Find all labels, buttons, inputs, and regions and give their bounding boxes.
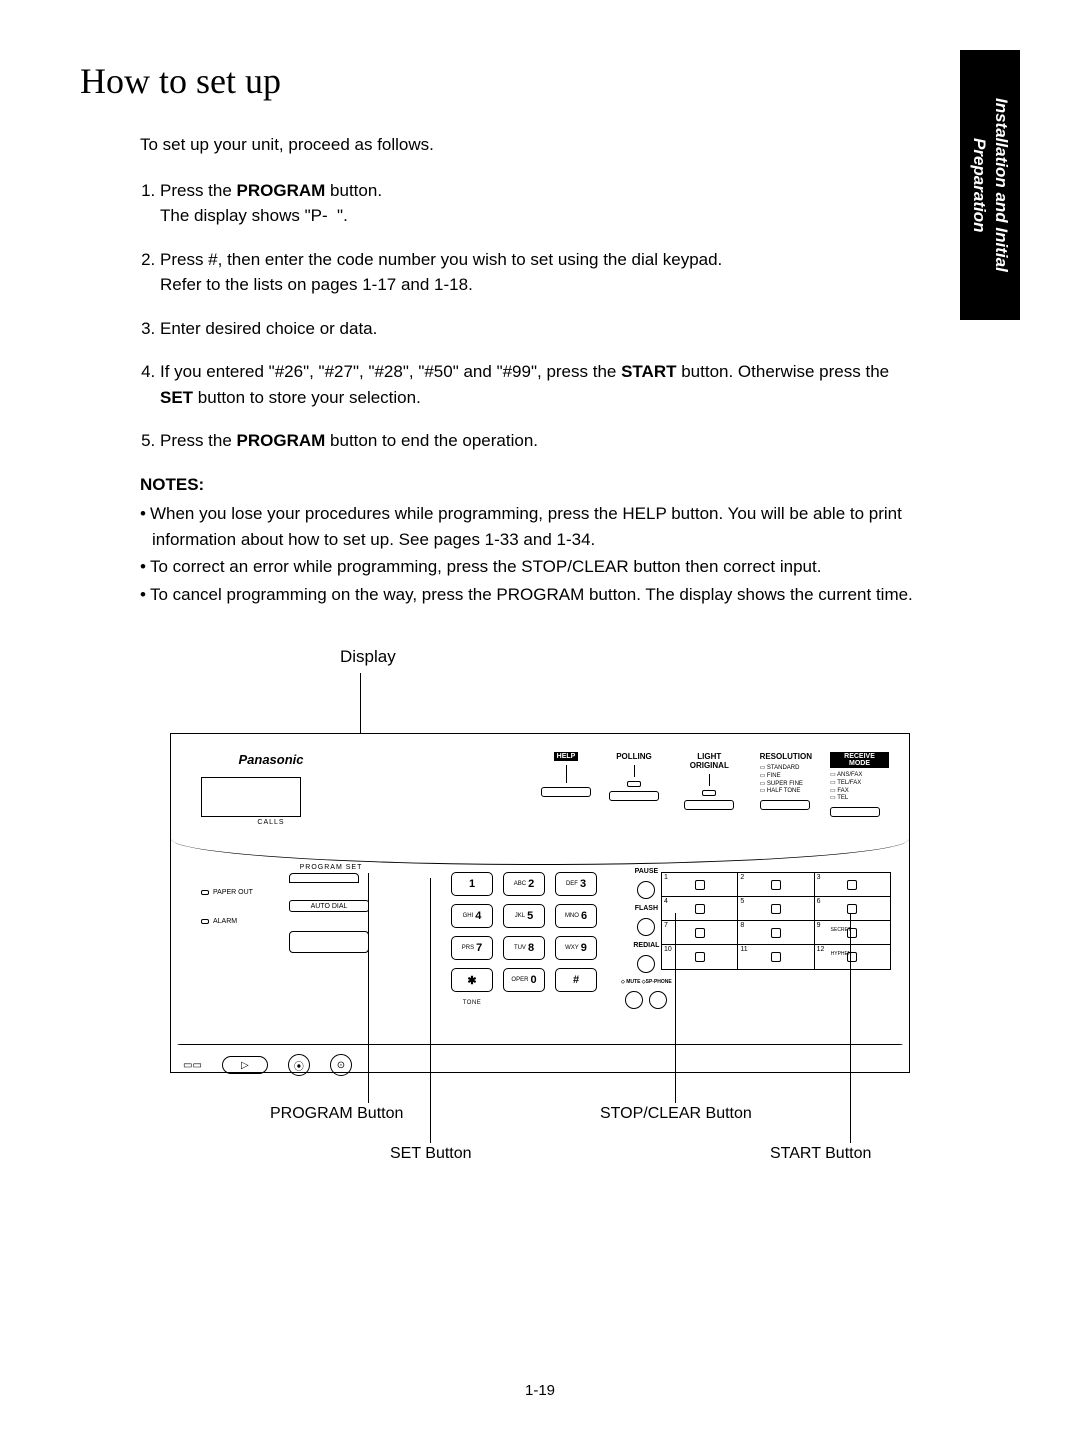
- alarm-label: ALARM: [213, 918, 237, 925]
- intro-text: To set up your unit, proceed as follows.: [140, 132, 920, 158]
- page-title: How to set up: [80, 60, 1000, 102]
- speeddial-cell[interactable]: 12HYPHEN: [815, 945, 890, 969]
- notes-heading: NOTES:: [140, 472, 920, 498]
- help-label: HELP: [554, 752, 579, 761]
- program-set-label: PROGRAM SET: [281, 864, 381, 871]
- mute-label: ◇ MUTE ◇SP-PHONE: [621, 979, 672, 985]
- keypad-key-8[interactable]: TUV8: [503, 936, 545, 960]
- speeddial-cell[interactable]: 4: [662, 897, 738, 920]
- dial-keypad: 1 ABC2 DEF3 GHI4 JKL5 MNO6 PRS7 TUV8 WXY9 ✱ OPER0 #…: [451, 872, 597, 1006]
- stopclear-callout: STOP/CLEAR Button: [600, 1105, 752, 1123]
- speeddial-cell[interactable]: 7: [662, 921, 738, 944]
- keypad-key-4[interactable]: GHI4: [451, 904, 493, 928]
- pause-label: PAUSE: [635, 868, 659, 875]
- brand-logo: Panasonic: [201, 752, 341, 767]
- callout-line: [850, 913, 851, 1143]
- paperout-label: PAPER OUT: [213, 889, 253, 896]
- step-item: Press the PROGRAM button.The display sho…: [160, 178, 920, 229]
- note-item: To correct an error while programming, p…: [140, 554, 920, 580]
- keypad-key-6[interactable]: MNO6: [555, 904, 597, 928]
- speeddial-cell[interactable]: 1: [662, 873, 738, 896]
- mute-button[interactable]: [625, 991, 643, 1009]
- keypad-key-3[interactable]: DEF3: [555, 872, 597, 896]
- receive-options: ▭ ANS/FAX ▭ TEL/FAX ▭ FAX ▭ TEL: [830, 772, 862, 803]
- flash-label: FLASH: [635, 905, 658, 912]
- callout-line: [360, 673, 361, 733]
- flash-button[interactable]: [637, 918, 655, 936]
- speeddial-cell[interactable]: 3: [815, 873, 890, 896]
- resolution-button[interactable]: [760, 800, 810, 810]
- panel-bottom-curve: [177, 1044, 903, 1045]
- program-callout: PROGRAM Button: [270, 1105, 403, 1123]
- speeddial-cell[interactable]: 9SECRET: [815, 921, 890, 944]
- calls-label: CALLS: [201, 819, 341, 826]
- note-item: When you lose your procedures while prog…: [140, 501, 920, 552]
- display-callout: Display: [340, 647, 1000, 667]
- spphone-button[interactable]: [649, 991, 667, 1009]
- step-item: Press #, then enter the code number you …: [160, 247, 920, 298]
- keypad-key-0[interactable]: OPER0: [503, 968, 545, 992]
- page-number: 1-19: [0, 1382, 1080, 1399]
- callout-line: [430, 878, 431, 1143]
- keypad-key-9[interactable]: WXY9: [555, 936, 597, 960]
- autodial-button[interactable]: AUTO DIAL: [289, 900, 369, 912]
- speeddial-cell[interactable]: 11: [738, 945, 814, 969]
- polling-label: POLLING: [616, 752, 652, 761]
- receive-button[interactable]: [830, 807, 880, 817]
- step-item: Enter desired choice or data.: [160, 316, 920, 342]
- keypad-key-7[interactable]: PRS7: [451, 936, 493, 960]
- polling-button[interactable]: [609, 791, 659, 801]
- tape-icon: ▭▭: [183, 1060, 202, 1071]
- set-callout: SET Button: [390, 1145, 472, 1163]
- control-panel: Panasonic CALLS HELP POLLING LIGHT ORIG: [170, 733, 910, 1073]
- speeddial-cell[interactable]: 2: [738, 873, 814, 896]
- keypad-key-#[interactable]: #: [555, 968, 597, 992]
- pause-button[interactable]: [637, 881, 655, 899]
- speeddial-cell[interactable]: 6: [815, 897, 890, 920]
- resolution-label: RESOLUTION: [760, 752, 812, 761]
- start-callout: START Button: [770, 1145, 871, 1163]
- keypad-key-2[interactable]: ABC2: [503, 872, 545, 896]
- keypad-key-5[interactable]: JKL5: [503, 904, 545, 928]
- note-item: To cancel programming on the way, press …: [140, 582, 920, 608]
- callout-line: [675, 913, 676, 1103]
- receive-label: RECEIVE MODE: [830, 752, 889, 768]
- keypad-key-✱[interactable]: ✱: [451, 968, 493, 992]
- speed-dial-grid: 123456789SECRET101112HYPHEN STOP/CLEAR⊘V…: [661, 872, 891, 970]
- lcd-display: [201, 777, 301, 817]
- section-tab: Installation and Initial Preparation: [960, 50, 1020, 320]
- device-diagram: Display Panasonic CALLS HELP POLLING: [80, 647, 1000, 1193]
- tone-label: TONE: [451, 1000, 493, 1006]
- speeddial-cell[interactable]: 10: [662, 945, 738, 969]
- directory-button[interactable]: [289, 931, 369, 953]
- callout-line: [368, 873, 369, 1103]
- speeddial-cell[interactable]: 5: [738, 897, 814, 920]
- speeddial-cell[interactable]: 8: [738, 921, 814, 944]
- steps-list: Press the PROGRAM button.The display sho…: [160, 178, 920, 454]
- light-button[interactable]: [684, 800, 734, 810]
- panel-curve: [171, 839, 909, 865]
- redial-label: REDIAL: [633, 942, 659, 949]
- keypad-key-1[interactable]: 1: [451, 872, 493, 896]
- notes-list: When you lose your procedures while prog…: [140, 501, 920, 607]
- play-button[interactable]: ▷: [222, 1056, 268, 1074]
- help-button[interactable]: [541, 787, 591, 797]
- program-set-button[interactable]: [289, 873, 359, 883]
- step-item: If you entered "#26", "#27", "#28", "#50…: [160, 359, 920, 410]
- redial-button[interactable]: [637, 955, 655, 973]
- light-label: LIGHT ORIGINAL: [677, 752, 742, 770]
- step-item: Press the PROGRAM button to end the oper…: [160, 428, 920, 454]
- resolution-options: ▭ STANDARD ▭ FINE ▭ SUPER FINE ▭ HALF TO…: [760, 765, 803, 796]
